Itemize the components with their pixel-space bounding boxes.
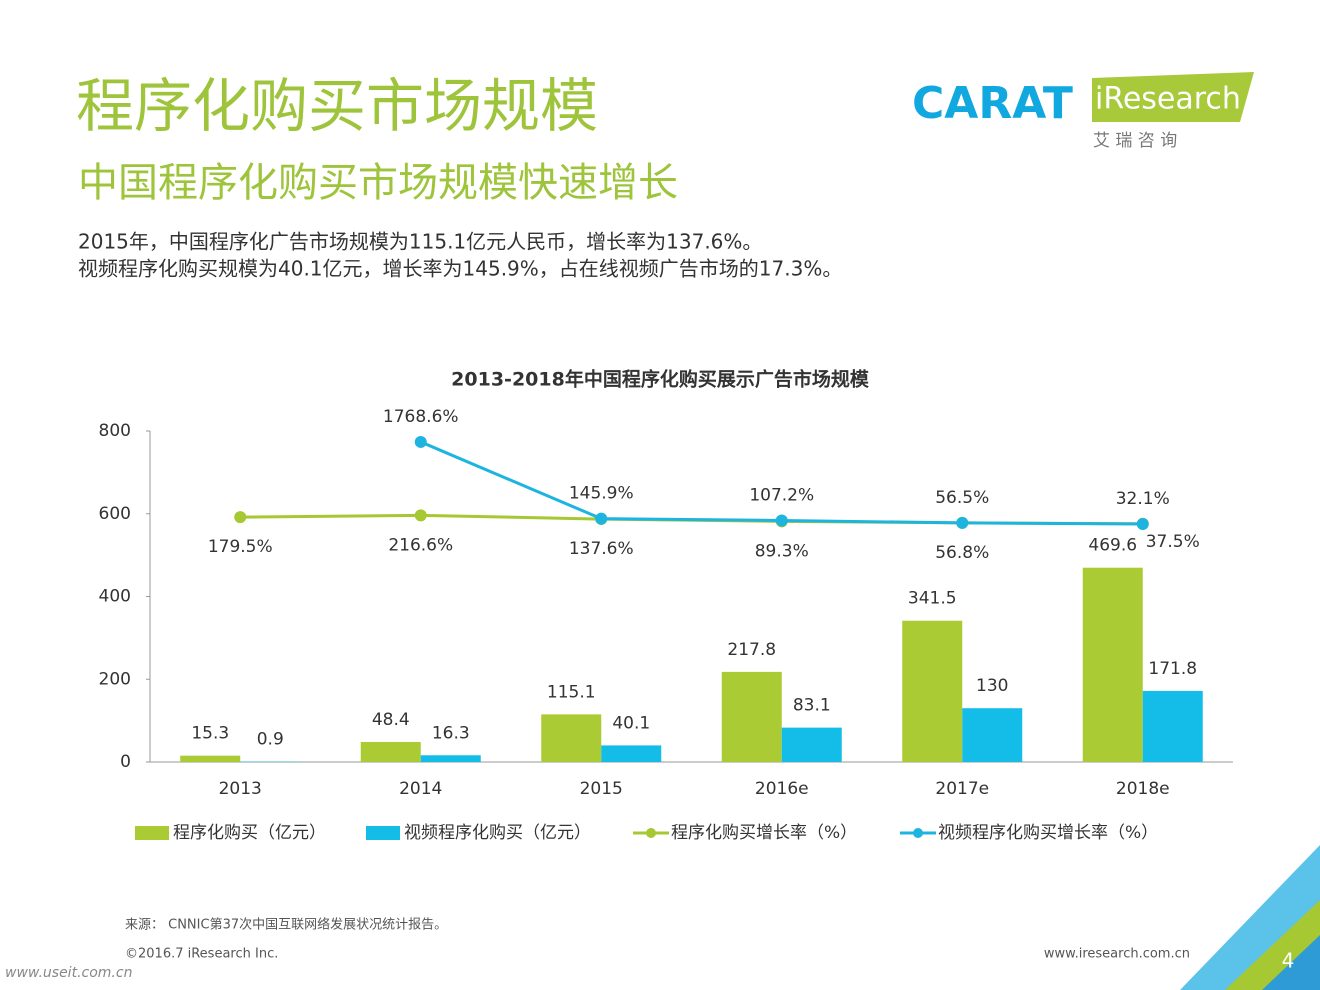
- bar: [781, 727, 842, 762]
- website: www.iresearch.com.cn: [1044, 947, 1190, 962]
- watermark: www.useit.com.cn: [5, 965, 132, 981]
- x-tick-label: 2014: [399, 779, 442, 799]
- chart-title: 2013-2018年中国程序化购买展示广告市场规模: [451, 368, 870, 391]
- legend-swatch: [913, 828, 923, 838]
- summary-line: 视频程序化购买规模为40.1亿元，增长率为145.9%，占在线视频广告市场的17…: [78, 257, 842, 281]
- line-point: [234, 511, 247, 524]
- line-point: [595, 512, 608, 525]
- x-tick-label: 2017e: [935, 779, 989, 799]
- legend-label: 程序化购买增长率（%）: [671, 823, 857, 843]
- summary-line: 2015年，中国程序化广告市场规模为115.1亿元人民币，增长率为137.6%。: [78, 230, 762, 254]
- copyright: ©2016.7 iResearch Inc.: [125, 947, 278, 962]
- bar-value-label: 0.9: [257, 730, 284, 750]
- legend-label: 视频程序化购买增长率（%）: [938, 823, 1158, 843]
- line-point: [414, 509, 427, 522]
- legend-label: 视频程序化购买（亿元）: [404, 823, 591, 843]
- bar: [360, 741, 421, 762]
- line-point: [775, 514, 788, 527]
- bar: [1082, 567, 1143, 762]
- bar-value-label: 469.6: [1088, 536, 1137, 556]
- y-tick-label: 200: [99, 669, 131, 689]
- source: 来源： CNNIC第37次中国互联网络发展状况统计报告。: [125, 917, 447, 933]
- bar-value-label: 130: [976, 676, 1008, 696]
- bar-value-label: 83.1: [793, 696, 831, 716]
- line-value-label: 32.1%: [1116, 489, 1170, 509]
- carat-logo: CARAT: [912, 78, 1073, 129]
- x-tick-label: 2013: [219, 779, 262, 799]
- bar: [180, 755, 241, 762]
- bar: [1142, 690, 1203, 762]
- bar-value-label: 341.5: [908, 589, 957, 609]
- slide-title: 程序化购买市场规模: [76, 72, 598, 140]
- iresearch-logo: iResearch: [1095, 82, 1241, 117]
- line-value-label: 56.5%: [935, 488, 989, 508]
- y-tick-label: 0: [120, 752, 131, 772]
- bar: [721, 671, 782, 762]
- line-value-label: 137.6%: [569, 539, 634, 559]
- legend-label: 程序化购买（亿元）: [173, 823, 326, 843]
- bar-value-label: 40.1: [612, 713, 650, 733]
- x-tick-label: 2016e: [755, 779, 809, 799]
- line-value-label: 216.6%: [388, 535, 453, 555]
- bar: [541, 714, 602, 762]
- y-tick-label: 800: [99, 421, 131, 441]
- line-value-label: 145.9%: [569, 484, 634, 504]
- bar: [601, 745, 662, 762]
- iresearch-cn: 艾 瑞 咨 询: [1093, 131, 1177, 151]
- line-point: [1136, 518, 1149, 531]
- line-value-label: 89.3%: [755, 541, 809, 561]
- iresearch-badge: [1092, 72, 1254, 122]
- bar: [962, 708, 1023, 762]
- corner-deco: [1262, 935, 1320, 990]
- bar: [902, 620, 963, 762]
- y-tick-label: 600: [99, 504, 131, 524]
- bar: [420, 755, 481, 762]
- line-point: [956, 516, 969, 529]
- line-value-label: 1768.6%: [383, 407, 459, 427]
- y-tick-label: 400: [99, 587, 131, 607]
- x-tick-label: 2018e: [1116, 779, 1170, 799]
- x-tick-label: 2015: [580, 779, 623, 799]
- legend-swatch: [646, 828, 656, 838]
- line-value-label: 107.2%: [749, 486, 814, 506]
- bar-value-label: 16.3: [432, 723, 470, 743]
- bar-value-label: 115.1: [547, 682, 596, 702]
- slide-subtitle: 中国程序化购买市场规模快速增长: [78, 160, 678, 206]
- bar-value-label: 15.3: [191, 724, 229, 744]
- page-number: 4: [1282, 949, 1295, 973]
- bar-value-label: 48.4: [372, 710, 410, 730]
- line-value-label: 37.5%: [1146, 532, 1200, 552]
- line-point: [414, 435, 427, 448]
- bar-value-label: 217.8: [727, 640, 776, 660]
- line-value-label: 179.5%: [208, 537, 273, 557]
- line: [420, 440, 1143, 526]
- legend-swatch: [135, 826, 169, 840]
- line-value-label: 56.8%: [935, 543, 989, 563]
- legend-swatch: [366, 826, 400, 840]
- bar-value-label: 171.8: [1148, 659, 1197, 679]
